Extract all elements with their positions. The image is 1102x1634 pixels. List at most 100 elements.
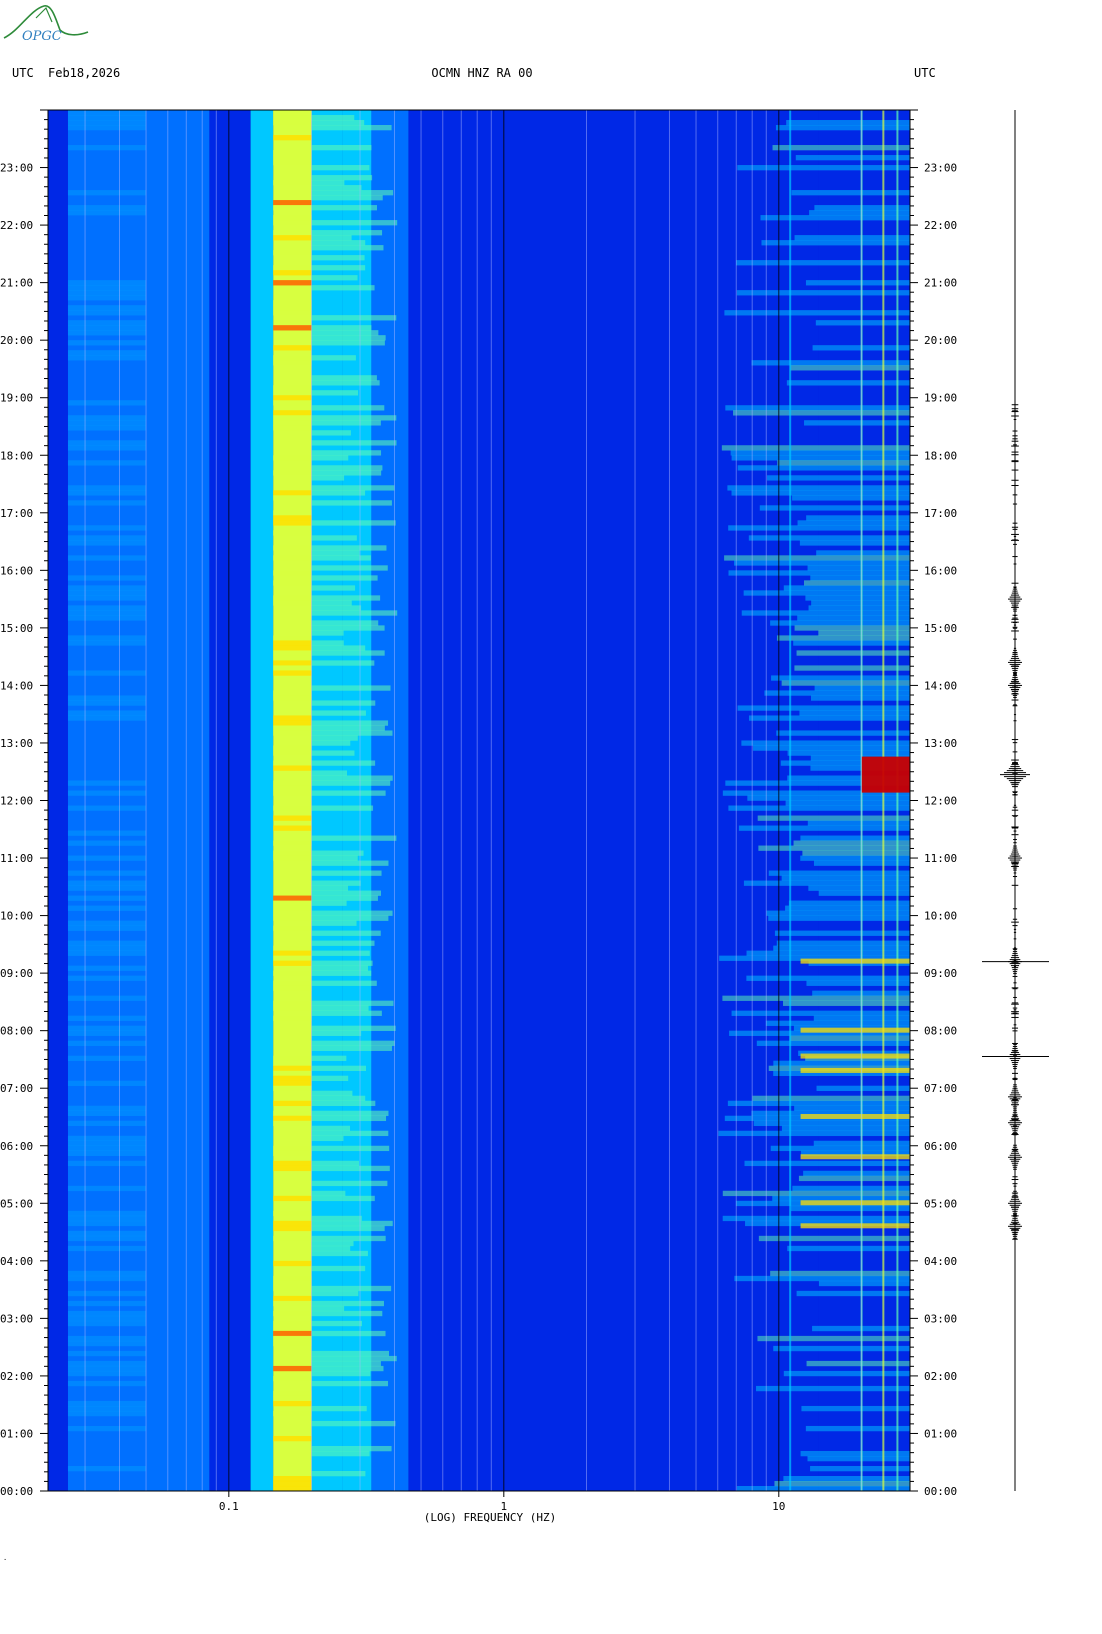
- microseism-cell: [273, 495, 312, 501]
- highfreq-cell: [774, 930, 910, 936]
- longperiod-cell: [67, 880, 147, 886]
- highfreq-cell: [794, 235, 910, 241]
- highfreq-cell: [746, 975, 910, 981]
- highfreq-cell: [743, 880, 910, 886]
- highfreq-cell: [731, 490, 910, 496]
- microseism-cell: [273, 1485, 312, 1491]
- highfreq-cell: [816, 550, 910, 556]
- microseism-cell: [273, 665, 312, 671]
- highfreq-cell: [765, 1020, 910, 1026]
- microseism-cell: [273, 595, 312, 601]
- microseism-cell: [273, 415, 312, 421]
- microseism-cell: [273, 490, 312, 496]
- secondary-cell: [311, 1025, 396, 1031]
- microseism-cell: [273, 555, 312, 561]
- longperiod-cell: [67, 460, 147, 466]
- highfreq-cell: [810, 695, 910, 701]
- highfreq-cell: [768, 870, 910, 876]
- longperiod-cell: [67, 1410, 147, 1417]
- highfreq-cell: [785, 905, 910, 911]
- highfreq-cell: [783, 1000, 910, 1006]
- microseism-cell: [273, 510, 312, 516]
- secondary-cell: [311, 1245, 351, 1252]
- longperiod-cell: [67, 535, 147, 541]
- longperiod-cell: [67, 575, 147, 581]
- secondary-cell: [311, 455, 349, 461]
- microseism-cell: [273, 155, 312, 161]
- highfreq-cell: [792, 1185, 910, 1192]
- highfreq-cell: [810, 755, 910, 761]
- microseism-cell: [273, 1060, 312, 1066]
- secondary-cell: [311, 625, 385, 631]
- x-tick-label: 10: [772, 1500, 785, 1513]
- secondary-cell: [311, 145, 372, 151]
- longperiod-cell: [67, 1135, 147, 1142]
- microseism-cell: [273, 310, 312, 316]
- longperiod-cell: [67, 285, 147, 291]
- secondary-cell: [311, 860, 389, 866]
- secondary-cell: [311, 965, 368, 971]
- microseism-cell: [273, 1475, 312, 1482]
- event-mark: [800, 1027, 910, 1033]
- longperiod-cell: [67, 950, 147, 956]
- secondary-cell: [311, 1450, 370, 1457]
- microseism-cell: [273, 1110, 312, 1117]
- microseism-cell: [273, 215, 312, 221]
- highfreq-cell: [753, 1120, 910, 1127]
- microseism-cell: [273, 1150, 312, 1157]
- microseism-cell: [273, 750, 312, 756]
- highfreq-cell: [797, 520, 910, 526]
- y-tick-label-right: 12:00: [924, 795, 957, 808]
- highfreq-cell: [727, 485, 910, 491]
- secondary-cell: [311, 660, 375, 666]
- secondary-cell: [311, 700, 376, 706]
- highfreq-cell: [774, 1480, 910, 1487]
- secondary-cell: [311, 1100, 376, 1107]
- highfreq-cell: [808, 885, 910, 891]
- highfreq-cell: [815, 320, 910, 326]
- highfreq-cell: [786, 120, 910, 126]
- secondary-cell: [311, 1310, 383, 1317]
- frequency-band: [209, 110, 251, 1491]
- highfreq-cell: [772, 145, 910, 151]
- highfreq-cell: [790, 365, 910, 371]
- y-tick-label-right: 05:00: [924, 1197, 957, 1210]
- highfreq-cell: [781, 875, 910, 881]
- highfreq-cell: [787, 750, 910, 756]
- microseism-cell: [273, 360, 312, 366]
- highfreq-cell: [766, 910, 910, 916]
- microseism-cell: [273, 1005, 312, 1011]
- microseism-cell: [273, 725, 312, 731]
- highfreq-cell: [760, 215, 910, 221]
- microseism-cell: [273, 850, 312, 856]
- secondary-cell: [311, 630, 344, 636]
- microseism-cell: [273, 905, 312, 911]
- longperiod-cell: [67, 330, 147, 336]
- microseism-cell: [273, 135, 312, 141]
- secondary-cell: [311, 720, 389, 726]
- longperiod-cell: [67, 695, 147, 701]
- secondary-cell: [311, 265, 366, 271]
- secondary-cell: [311, 1250, 368, 1257]
- microseism-cell: [273, 780, 312, 786]
- event-mark: [861, 756, 910, 793]
- highfreq-cell: [772, 1195, 910, 1202]
- longperiod-cell: [67, 420, 147, 426]
- longperiod-cell: [67, 995, 147, 1001]
- longperiod-cell: [67, 870, 147, 876]
- secondary-cell: [311, 1095, 366, 1102]
- longperiod-cell: [67, 525, 147, 531]
- highfreq-cell: [816, 1085, 910, 1092]
- longperiod-cell: [67, 540, 147, 546]
- secondary-cell: [311, 595, 381, 601]
- secondary-cell: [311, 555, 371, 561]
- secondary-cell: [311, 885, 349, 891]
- microseism-cell: [273, 470, 312, 476]
- microseism-cell: [273, 1120, 312, 1127]
- highfreq-cell: [801, 1405, 910, 1412]
- longperiod-cell: [67, 320, 147, 326]
- highfreq-cell: [773, 1060, 910, 1066]
- microseism-cell: [273, 1435, 312, 1442]
- microseism-cell: [273, 980, 312, 986]
- highfreq-cell: [775, 125, 910, 131]
